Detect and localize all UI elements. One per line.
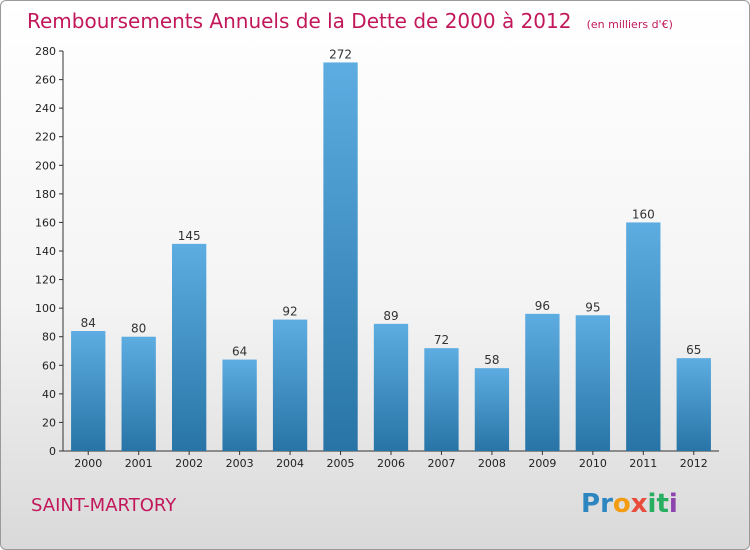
y-tick-label: 200: [35, 159, 56, 172]
bar-2007: [424, 348, 459, 451]
y-tick-label: 180: [35, 188, 56, 201]
value-label-2008: 58: [484, 353, 499, 367]
y-tick-label: 160: [35, 216, 56, 229]
bar-2009: [525, 313, 560, 451]
value-label-2007: 72: [434, 333, 449, 347]
bar-2008: [474, 368, 510, 451]
proxiti-logo: Proxiti: [581, 489, 678, 519]
x-tick-label-2004: 2004: [276, 457, 304, 470]
bar-2003: [222, 359, 257, 451]
x-tick-label-2010: 2010: [579, 457, 607, 470]
y-tick-label: 60: [42, 359, 56, 372]
value-label-2001: 80: [131, 322, 146, 336]
chart-subtitle: (en milliers d'€): [586, 18, 673, 31]
bar-2000: [71, 331, 106, 451]
bar-2001: [121, 336, 156, 451]
value-label-2011: 160: [632, 207, 655, 221]
y-tick-label: 0: [49, 445, 56, 458]
y-tick-label: 120: [35, 274, 56, 287]
y-tick-label: 100: [35, 302, 56, 315]
value-label-2002: 145: [178, 229, 201, 243]
y-tick-label: 20: [42, 416, 56, 429]
value-label-2004: 92: [282, 305, 297, 319]
logo-letter: o: [612, 489, 631, 519]
value-label-2012: 65: [686, 343, 701, 357]
logo-letter: x: [630, 489, 648, 519]
value-label-2000: 84: [81, 316, 96, 330]
y-tick-label: 80: [42, 331, 56, 344]
bar-2011: [626, 222, 661, 451]
x-tick-label-2000: 2000: [74, 457, 102, 470]
y-tick-label: 220: [35, 131, 56, 144]
x-tick-label-2003: 2003: [226, 457, 254, 470]
logo-letter: i: [668, 489, 678, 519]
y-tick-label: 40: [42, 388, 56, 401]
x-tick-label-2002: 2002: [175, 457, 203, 470]
x-tick-label-2001: 2001: [125, 457, 153, 470]
y-tick-label: 260: [35, 74, 56, 87]
y-tick-label: 140: [35, 245, 56, 258]
bar-2012: [676, 358, 711, 451]
x-tick-label-2007: 2007: [427, 457, 455, 470]
x-tick-label-2012: 2012: [680, 457, 708, 470]
logo-letter: P: [581, 489, 601, 519]
bar-2005: [323, 62, 358, 452]
title-row: Remboursements Annuels de la Dette de 20…: [27, 9, 673, 33]
x-tick-label-2008: 2008: [478, 457, 506, 470]
x-tick-label-2009: 2009: [528, 457, 556, 470]
x-tick-label-2006: 2006: [377, 457, 405, 470]
value-label-2006: 89: [383, 309, 398, 323]
place-name: SAINT-MARTORY: [31, 495, 177, 516]
bar-2004: [272, 319, 308, 451]
logo-letter: i: [647, 489, 657, 519]
value-label-2005: 272: [329, 47, 352, 61]
bar-2002: [171, 243, 207, 451]
value-label-2010: 95: [585, 300, 600, 314]
value-label-2009: 96: [535, 299, 550, 313]
x-tick-label-2005: 2005: [327, 457, 355, 470]
chart-title: Remboursements Annuels de la Dette de 20…: [27, 9, 572, 33]
logo-letter: r: [600, 489, 613, 519]
value-label-2003: 64: [232, 345, 247, 359]
bar-2010: [575, 315, 611, 451]
y-tick-label: 280: [35, 45, 56, 58]
y-tick-label: 240: [35, 102, 56, 115]
bar-2006: [373, 323, 409, 451]
logo-letter: t: [656, 489, 669, 519]
x-tick-label-2011: 2011: [629, 457, 657, 470]
